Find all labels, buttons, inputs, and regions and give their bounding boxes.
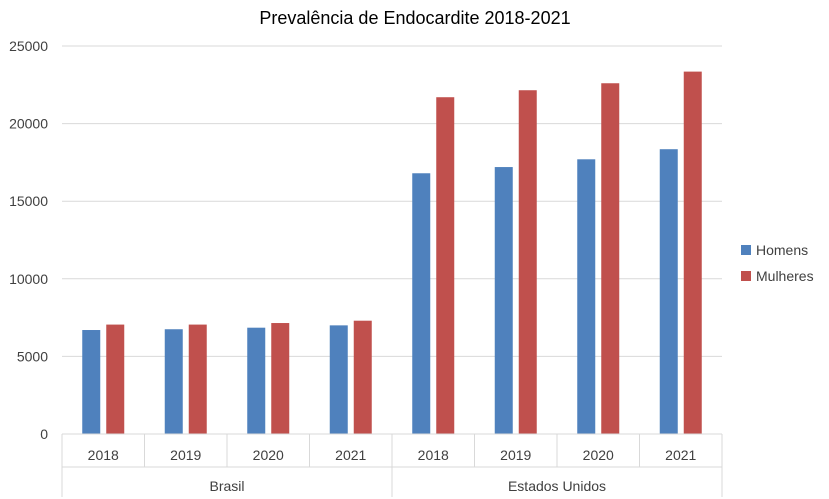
bars [82,71,702,435]
mulheres-bar [683,71,702,434]
mulheres-bar [106,324,125,434]
homens-bar [494,167,513,434]
x-tick-label: 2021 [665,447,696,463]
homens-bar [659,149,678,434]
mulheres-bar [353,320,372,434]
x-tick-label: 2018 [88,447,119,463]
legend-label: Homens [756,242,808,258]
y-axis-ticks: 0 5000 10000 15000 20000 25000 [9,38,48,442]
legend-label: Mulheres [756,268,814,284]
y-tick-label: 25000 [9,38,48,54]
x-tick-label: 2018 [418,447,449,463]
x-tick-label: 2020 [583,447,614,463]
y-tick-label: 0 [40,426,48,442]
mulheres-bar [188,324,207,434]
mulheres-bar [271,323,290,434]
legend: Homens Mulheres [741,242,814,284]
mulheres-bar [601,83,620,435]
x-group-label: Estados Unidos [508,478,606,494]
homens-bar [577,159,596,434]
legend-swatch [741,245,751,255]
homens-bar [329,325,348,434]
x-tick-label: 2019 [500,447,531,463]
x-axis: 2018 2019 2020 2021 2018 2019 2020 2021 Brasil Es… [61,433,723,497]
gridlines [62,45,722,435]
x-tick-label: 2021 [335,447,366,463]
homens-bar [412,173,431,434]
mulheres-bar [436,97,455,434]
y-tick-label: 10000 [9,271,48,287]
mulheres-bar [518,90,537,435]
homens-bar [164,329,183,434]
homens-bar [82,330,101,434]
y-tick-label: 15000 [9,193,48,209]
homens-bar [247,327,266,434]
x-tick-label: 2019 [170,447,201,463]
y-tick-label: 5000 [17,348,48,364]
chart-title: Prevalência de Endocardite 2018-2021 [259,8,570,28]
x-tick-label: 2020 [253,447,284,463]
x-group-label: Brasil [209,478,244,494]
y-tick-label: 20000 [9,116,48,132]
legend-swatch [741,271,751,281]
